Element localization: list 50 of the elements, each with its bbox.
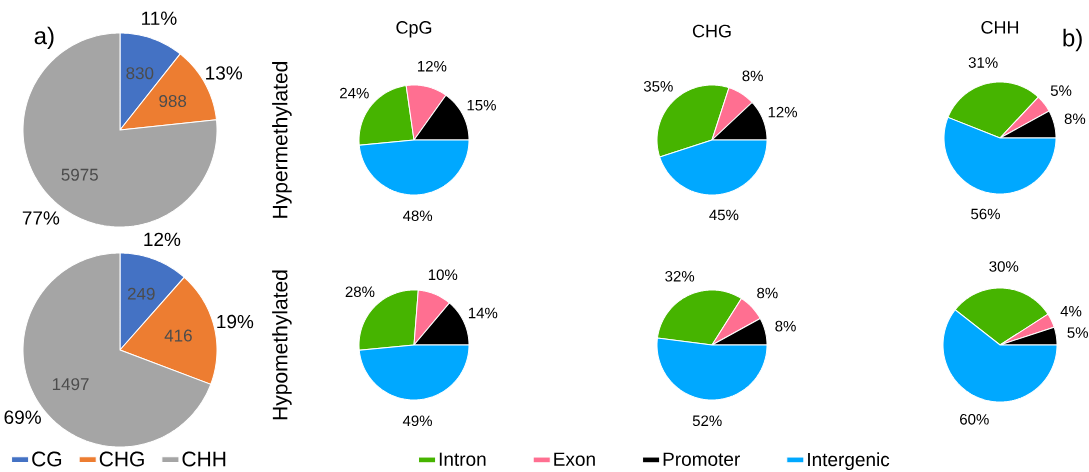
data-label: 31% [968, 57, 998, 68]
text: 13% [206, 66, 243, 80]
legend-label: Exon [554, 452, 595, 466]
data-label: 416 [164, 329, 192, 342]
data-label: 988 [159, 94, 187, 108]
chart-title: CpG [396, 21, 432, 38]
data-label: 49% [402, 415, 432, 427]
data-label: 5975 [61, 168, 98, 181]
data-label: 830 [126, 67, 154, 80]
chart-title: CHG [692, 24, 731, 38]
data-label: 1497 [52, 378, 89, 391]
legend-label: Intergenic [808, 452, 890, 471]
data-label: 8% [757, 287, 778, 299]
data-label: 52% [692, 415, 722, 427]
legend-label: CHG [99, 451, 144, 467]
data-label: 45% [709, 209, 739, 221]
data-label: 8% [742, 70, 763, 82]
data-label: 28% [345, 286, 375, 298]
data-label: 30% [989, 261, 1019, 272]
text: Hypomethylated [272, 270, 292, 420]
data-label: 8% [1064, 113, 1086, 125]
data-label: 249 [127, 287, 155, 300]
data-label: 12% [418, 60, 447, 72]
data-label: 35% [643, 81, 673, 92]
text: a) [34, 26, 54, 50]
data-label: 15% [467, 99, 496, 111]
text: 12% [144, 232, 181, 247]
data-label: 12% [768, 106, 798, 118]
data-label: 24% [340, 87, 369, 99]
data-label: 56% [971, 208, 1000, 220]
text: b) [1063, 28, 1082, 52]
data-label: 60% [960, 414, 989, 425]
text: 77% [22, 211, 60, 225]
legend-label: CHH [182, 451, 226, 467]
text: 69% [4, 410, 41, 424]
text: 19% [217, 314, 254, 329]
data-label: 14% [468, 307, 498, 319]
data-label: 32% [665, 271, 695, 282]
text: Hypermethylated [272, 62, 292, 218]
legend-label: CG [32, 451, 62, 467]
data-label: 8% [775, 320, 796, 332]
data-label: 10% [428, 269, 458, 281]
legend-label: Intron [439, 452, 486, 466]
chart-title: CHH [981, 20, 1019, 34]
text: 11% [142, 11, 177, 25]
data-label: 5% [1067, 327, 1088, 338]
data-label: 48% [402, 210, 433, 222]
legend-label: Promoter [663, 452, 740, 466]
data-label: 4% [1060, 305, 1082, 317]
data-label: 5% [1050, 85, 1072, 96]
